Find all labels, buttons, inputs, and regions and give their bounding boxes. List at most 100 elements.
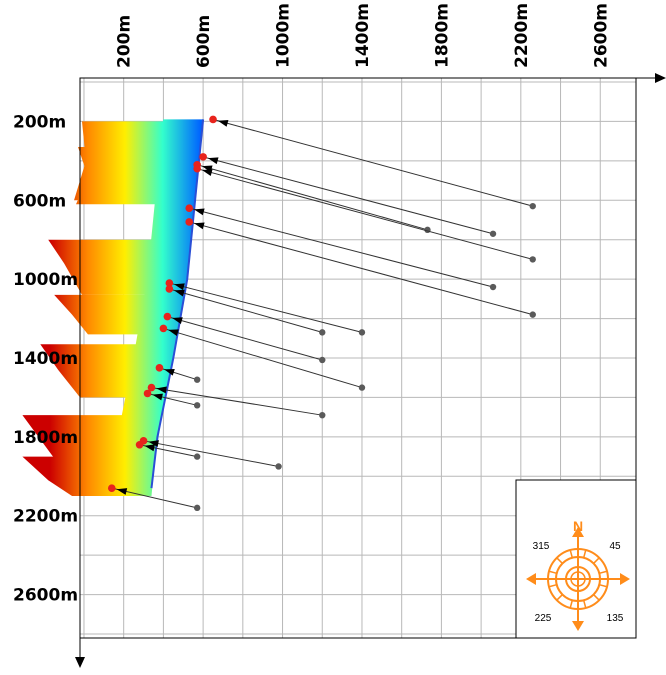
compass-arrow (526, 573, 536, 585)
ray-line (169, 282, 363, 333)
ray-arrowhead (148, 440, 159, 448)
ray-arrowhead (164, 369, 175, 376)
ray-origin-point (275, 463, 282, 470)
ray-origin-point (193, 402, 201, 409)
ray-origin-point (529, 202, 536, 210)
ray-tip-point (199, 153, 207, 161)
ray-origin-point (489, 283, 497, 291)
ray (193, 164, 536, 263)
ray-origin-point (193, 376, 201, 383)
y-tick-label: 200m (13, 112, 66, 132)
ray-line (197, 168, 533, 260)
compass-tick (593, 557, 600, 564)
ray (139, 437, 282, 470)
ray-line (143, 440, 279, 467)
ray-origin-point (358, 384, 366, 391)
y-tick-label: 600m (13, 191, 66, 211)
ray (185, 204, 497, 291)
ray (163, 312, 326, 364)
ray-arrowhead (174, 289, 185, 297)
x-axis-arrow (80, 73, 666, 83)
compass-panel: N 315 45 225 135 (515, 479, 637, 639)
ray (165, 279, 366, 336)
compass-arrow (572, 527, 584, 537)
ray-tip-point (159, 324, 168, 333)
compass-label-45: 45 (609, 541, 621, 552)
ray-origin-point (529, 256, 536, 263)
compass-box (515, 479, 637, 639)
compass-rose-icon (526, 527, 630, 631)
ray-lines (107, 115, 536, 512)
x-tick-label: 1800m (432, 3, 452, 68)
y-tick-label: 1000m (13, 270, 78, 290)
ray (199, 153, 497, 237)
ray-arrowhead (194, 222, 205, 230)
x-tick-label: 2200m (512, 3, 532, 68)
well-line (150, 119, 205, 489)
ray-origin-point (529, 311, 536, 318)
ray-line (197, 164, 428, 231)
compass-label-315: 315 (533, 541, 550, 552)
ray (107, 484, 201, 512)
compass-arrow (620, 573, 630, 585)
ray-tip-point (185, 204, 194, 212)
ray (165, 285, 326, 336)
ray (159, 324, 366, 391)
ray-origin-point (319, 411, 326, 419)
ray-tip-point (185, 218, 194, 226)
ray-tip-point (155, 364, 164, 372)
ray-line (189, 221, 533, 316)
compass-tick (599, 583, 608, 588)
compass-tick (569, 549, 574, 558)
compass-tick (599, 570, 608, 575)
y-tick-label: 2200m (13, 507, 78, 527)
y-axis-arrow (75, 78, 85, 668)
compass-label-225: 225 (535, 613, 552, 624)
ray-line (167, 316, 323, 361)
x-tick-label: 200m (115, 15, 135, 68)
y-tick-label: 1800m (13, 428, 78, 448)
compass-tick (582, 600, 587, 609)
ray-tip-point (209, 115, 217, 124)
y-tick-label: 2600m (13, 586, 78, 606)
ray-arrowhead (168, 329, 179, 337)
ray-tip-point (193, 164, 201, 173)
x-tick-label: 1400m (353, 3, 373, 68)
ray-arrowhead (194, 208, 205, 216)
well-color-band (111, 119, 204, 489)
ray-line (151, 387, 323, 416)
ray-tip-point (143, 389, 152, 398)
ray-arrowhead (172, 317, 183, 325)
ray-arrowhead (201, 169, 213, 176)
ray-arrowhead (156, 386, 167, 394)
compass-tick (556, 594, 563, 601)
ray-tip-point (107, 484, 116, 492)
ray-arrowhead (174, 283, 185, 291)
compass-tick (548, 570, 557, 575)
ray (147, 383, 326, 419)
compass-tick (582, 549, 587, 558)
ray-tip-point (163, 312, 172, 321)
ray-origin-point (193, 453, 201, 460)
compass-label-135: 135 (607, 613, 624, 624)
ray-arrowhead (152, 393, 163, 401)
compass-tick (569, 600, 574, 609)
ray-arrowhead (144, 444, 155, 452)
y-tick-labels: 200m 600m 1000m 1400m 1800m 2200m 2600m (13, 112, 78, 605)
compass-tick (556, 557, 563, 564)
ray-origin-point (319, 356, 326, 364)
ray-origin-point (358, 329, 366, 336)
compass-tick (593, 594, 600, 601)
ray-arrowhead (116, 488, 128, 495)
ray-arrowhead (217, 119, 229, 127)
ray-tip-point (135, 440, 144, 449)
ray-origin-point (319, 329, 326, 336)
ray (135, 440, 201, 460)
compass-tick (548, 583, 557, 588)
well-trace (150, 119, 205, 489)
compass-arrow (572, 621, 584, 631)
ray-line (169, 288, 323, 333)
x-tick-label: 1000m (274, 3, 294, 68)
ray-line (212, 118, 533, 207)
